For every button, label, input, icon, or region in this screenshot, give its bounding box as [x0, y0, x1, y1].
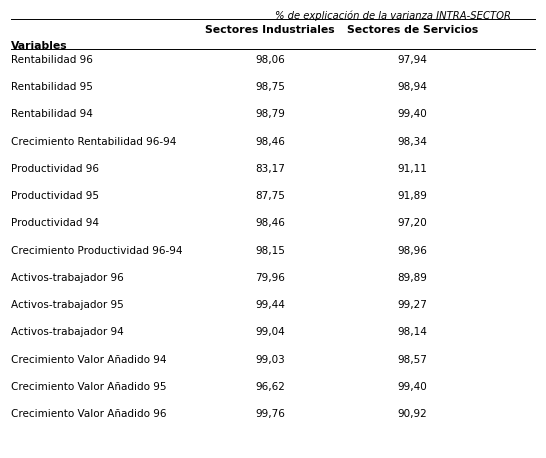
Text: Activos-trabajador 95: Activos-trabajador 95 [11, 300, 124, 310]
Text: Productividad 96: Productividad 96 [11, 164, 99, 174]
Text: 89,89: 89,89 [397, 273, 427, 283]
Text: 97,94: 97,94 [397, 55, 427, 65]
Text: 99,44: 99,44 [256, 300, 285, 310]
Text: 90,92: 90,92 [397, 409, 427, 419]
Text: 98,96: 98,96 [397, 245, 427, 256]
Text: Crecimiento Valor Añadido 96: Crecimiento Valor Añadido 96 [11, 409, 167, 419]
Text: 99,40: 99,40 [397, 382, 427, 392]
Text: Rentabilidad 96: Rentabilidad 96 [11, 55, 93, 65]
Text: 99,40: 99,40 [397, 109, 427, 120]
Text: Rentabilidad 94: Rentabilidad 94 [11, 109, 93, 120]
Text: 99,76: 99,76 [256, 409, 285, 419]
Text: 91,11: 91,11 [397, 164, 427, 174]
Text: 98,79: 98,79 [256, 109, 285, 120]
Text: Crecimiento Valor Añadido 95: Crecimiento Valor Añadido 95 [11, 382, 167, 392]
Text: Activos-trabajador 96: Activos-trabajador 96 [11, 273, 124, 283]
Text: Crecimiento Rentabilidad 96-94: Crecimiento Rentabilidad 96-94 [11, 137, 176, 147]
Text: 98,06: 98,06 [256, 55, 285, 65]
Text: 98,57: 98,57 [397, 354, 427, 365]
Text: Sectores Industriales: Sectores Industriales [205, 25, 335, 35]
Text: 98,75: 98,75 [256, 82, 285, 92]
Text: 98,34: 98,34 [397, 137, 427, 147]
Text: 99,27: 99,27 [397, 300, 427, 310]
Text: 98,46: 98,46 [256, 137, 285, 147]
Text: Activos-trabajador 94: Activos-trabajador 94 [11, 327, 124, 338]
Text: Rentabilidad 95: Rentabilidad 95 [11, 82, 93, 92]
Text: 79,96: 79,96 [256, 273, 285, 283]
Text: % de explicación de la varianza INTRA-SECTOR: % de explicación de la varianza INTRA-SE… [275, 10, 511, 21]
Text: Variables: Variables [11, 41, 68, 51]
Text: Productividad 95: Productividad 95 [11, 191, 99, 201]
Text: 98,14: 98,14 [397, 327, 427, 338]
Text: Sectores de Servicios: Sectores de Servicios [347, 25, 478, 35]
Text: 83,17: 83,17 [256, 164, 285, 174]
Text: Crecimiento Productividad 96-94: Crecimiento Productividad 96-94 [11, 245, 182, 256]
Text: 99,03: 99,03 [256, 354, 285, 365]
Text: Productividad 94: Productividad 94 [11, 218, 99, 229]
Text: 99,04: 99,04 [256, 327, 285, 338]
Text: 97,20: 97,20 [397, 218, 427, 229]
Text: 87,75: 87,75 [256, 191, 285, 201]
Text: 91,89: 91,89 [397, 191, 427, 201]
Text: 98,46: 98,46 [256, 218, 285, 229]
Text: Crecimiento Valor Añadido 94: Crecimiento Valor Añadido 94 [11, 354, 167, 365]
Text: 98,15: 98,15 [256, 245, 285, 256]
Text: 96,62: 96,62 [256, 382, 285, 392]
Text: 98,94: 98,94 [397, 82, 427, 92]
